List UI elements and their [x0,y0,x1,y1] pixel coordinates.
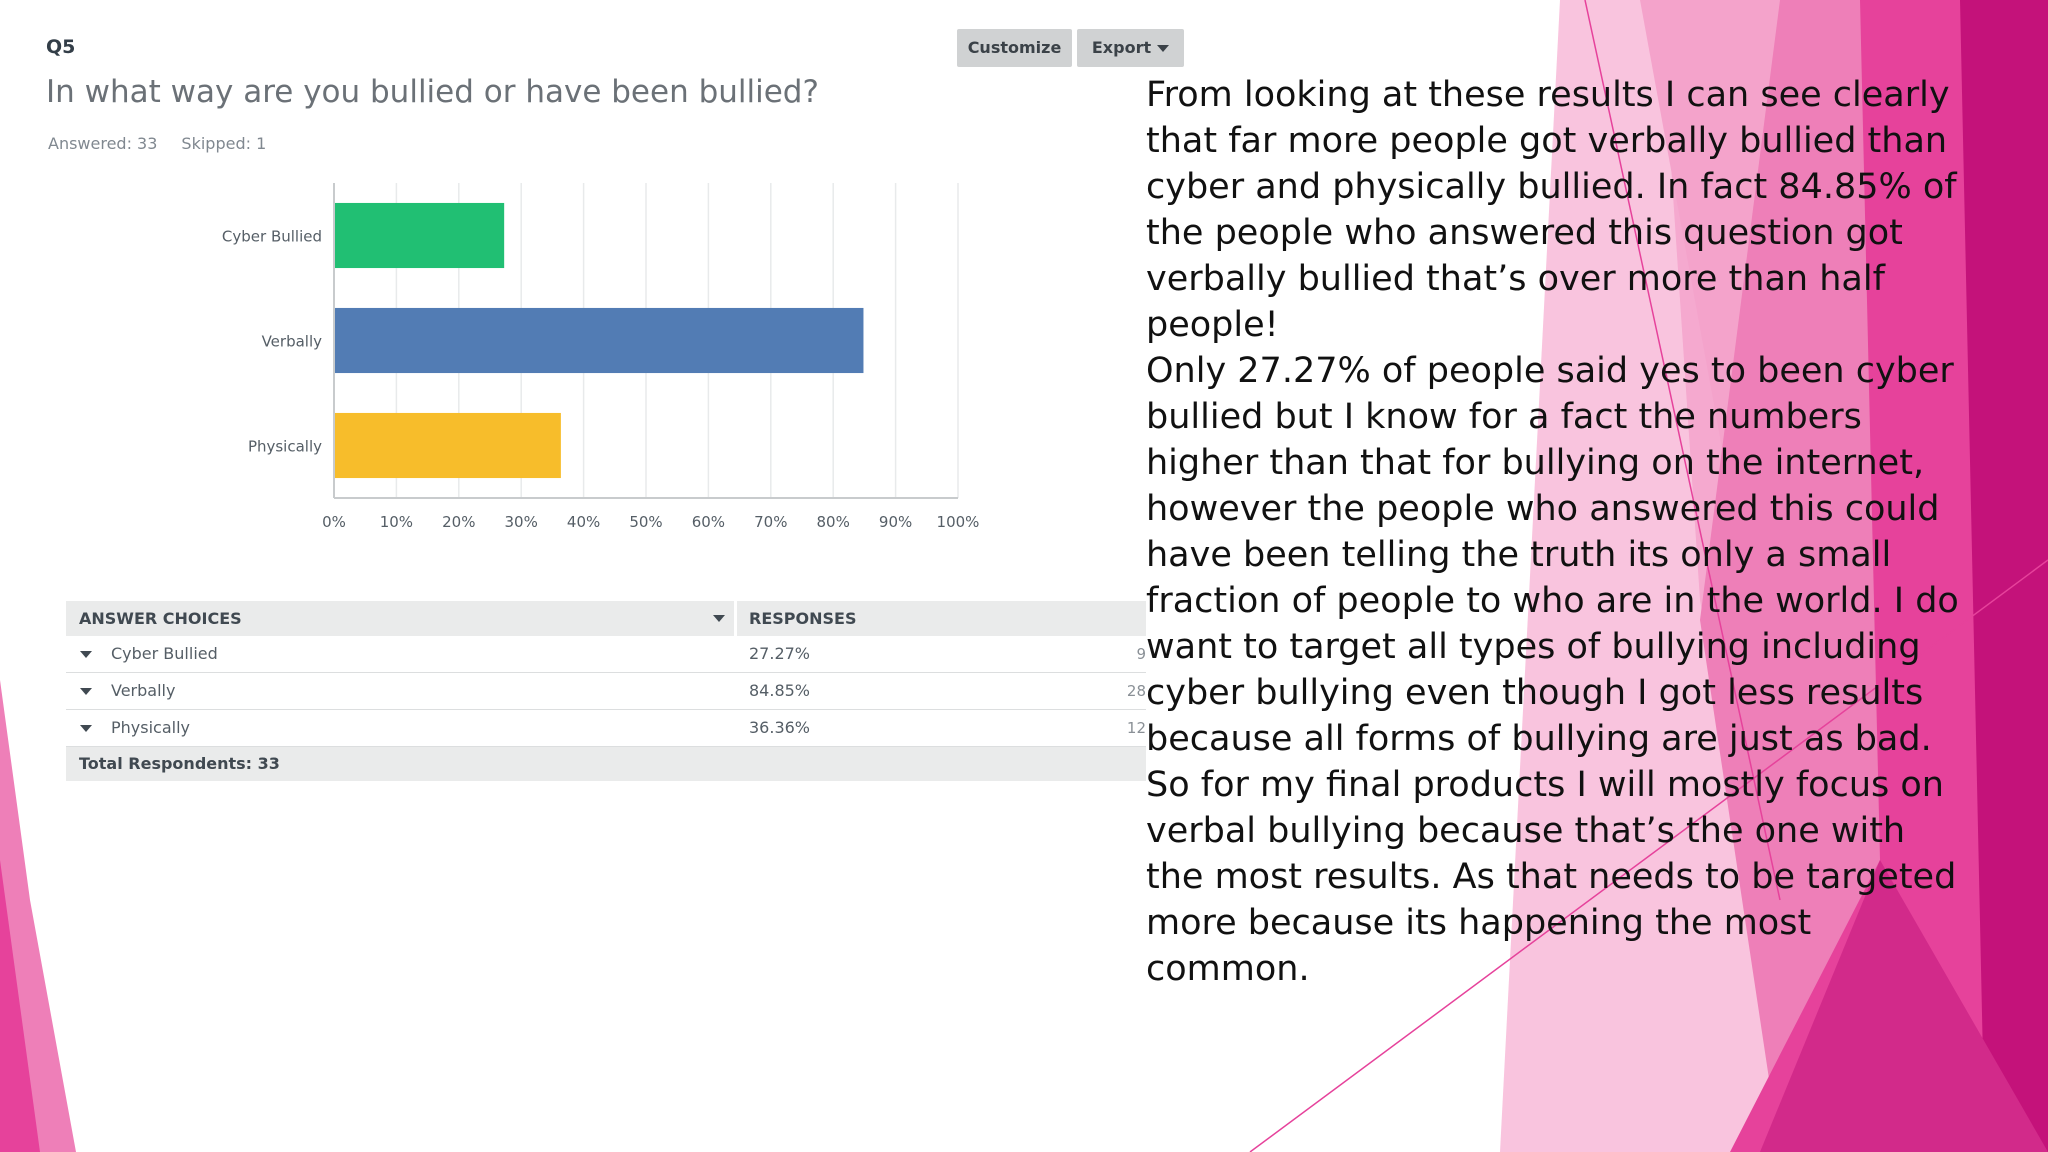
table-row: Verbally 84.85% 28 [66,673,1146,710]
answered-count: Answered: 33 [48,134,158,153]
question-number: Q5 [46,36,76,58]
row-count: 9 [1136,645,1146,663]
row-percent: 84.85% [749,681,811,700]
commentary-paragraph-1: From looking at these results I can see … [1146,75,1957,345]
row-label: Cyber Bullied [111,644,218,663]
export-button[interactable]: Export [1077,29,1184,67]
expand-caret-icon[interactable] [80,651,92,658]
sort-caret-icon[interactable] [713,615,725,622]
customize-button[interactable]: Customize [957,29,1072,67]
table-row: Physically 36.36% 12 [66,710,1146,747]
bg-left-strip-dark [0,860,40,1152]
expand-caret-icon[interactable] [80,725,92,732]
header-responses[interactable]: RESPONSES [749,609,857,628]
header-divider [734,601,737,636]
chevron-down-icon [1157,45,1170,52]
customize-label: Customize [967,38,1062,57]
row-count: 12 [1126,719,1146,737]
results-table: ANSWER CHOICES RESPONSES Cyber Bullied 2… [66,601,1146,781]
commentary-text: From looking at these results I can see … [1146,72,1966,992]
bg-shape-dark-2 [1760,860,2048,1152]
table-footer-total: Total Respondents: 33 [66,747,1146,781]
table-header: ANSWER CHOICES RESPONSES [66,601,1146,636]
question-title: In what way are you bullied or have been… [46,74,819,110]
skipped-count: Skipped: 1 [181,134,267,153]
export-label: Export [1091,38,1152,57]
row-percent: 36.36% [749,718,811,737]
table-row: Cyber Bullied 27.27% 9 [66,636,1146,673]
bg-shape-dark [1960,0,2048,1152]
header-answer-choices[interactable]: ANSWER CHOICES [79,609,242,628]
row-label: Verbally [111,681,176,700]
expand-caret-icon[interactable] [80,688,92,695]
bg-thin-line [1584,0,1781,901]
row-label: Physically [111,718,190,737]
row-count: 28 [1126,682,1146,700]
bg-thin-line-2 [1249,559,2048,1152]
response-stats: Answered: 33 Skipped: 1 [48,134,266,153]
row-percent: 27.27% [749,644,811,663]
commentary-paragraph-2: Only 27.27% of people said yes to been c… [1146,351,1959,989]
